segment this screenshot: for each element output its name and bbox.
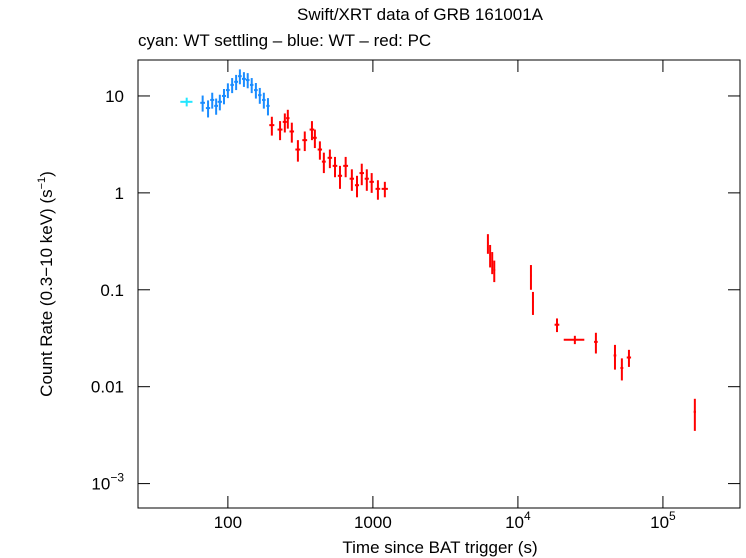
y-axis-label-text: Count Rate (0.3−10 keV) (s [37, 189, 56, 396]
tick-label: 1000 [354, 513, 392, 532]
tick-label-exponent: 5 [669, 509, 676, 523]
x-axis-label: Time since BAT trigger (s) [342, 538, 537, 557]
tick-label: 0.01 [91, 378, 124, 397]
tick-label-base: 10 [91, 475, 110, 494]
tick-label: 10 [105, 87, 124, 106]
tick-label-base: 10 [650, 513, 669, 532]
tick-label: 100 [214, 513, 242, 532]
tick-label: 104 [505, 509, 531, 532]
y-axis-label-exponent: −1 [36, 177, 48, 190]
tick-label-exponent: −3 [110, 471, 124, 485]
tick-label-base: 10 [505, 513, 524, 532]
chart-subtitle: cyan: WT settling – blue: WT – red: PC [138, 31, 431, 50]
tick-label-exponent: 4 [524, 509, 531, 523]
tick-label: 1 [115, 184, 124, 203]
plot-frame [137, 59, 741, 509]
tick-label: 10−3 [91, 471, 124, 494]
y-axis-label-suffix: ) [37, 171, 56, 177]
y-axis-label: Count Rate (0.3−10 keV) (s−1) [36, 171, 56, 397]
tick-label: 0.1 [100, 281, 124, 300]
chart-title: Swift/XRT data of GRB 161001A [297, 5, 544, 24]
tick-label: 105 [650, 509, 676, 532]
